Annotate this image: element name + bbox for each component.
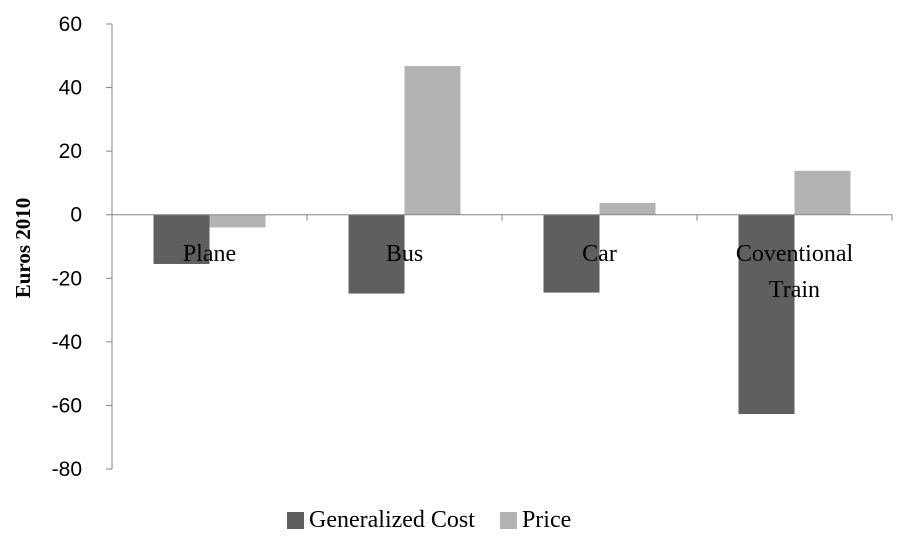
bar-generalized-cost-coventional-train (738, 214, 795, 415)
y-tick-label: 0 (70, 204, 82, 227)
x-tick-label: Car (582, 241, 617, 267)
y-tick-label: -80 (52, 458, 82, 481)
legend-swatch (287, 512, 304, 529)
y-tick-label: -40 (52, 331, 82, 354)
bar-price-car (599, 202, 656, 215)
legend: Generalized Cost Price (287, 507, 571, 533)
y-tick-label: -60 (52, 394, 82, 417)
bar-price-plane (209, 214, 266, 228)
y-tick-label: 40 (59, 77, 82, 100)
x-tick-label: Coventional Train (736, 241, 854, 303)
y-tick-label: -20 (52, 267, 82, 290)
x-tick-label: Plane (183, 241, 236, 267)
axis-layer: 60 40 20 0 -20 -40 -60 -80 (52, 13, 893, 481)
bars-layer (153, 65, 851, 415)
y-tick-label: 60 (59, 13, 82, 36)
bar-generalized-cost-car (543, 214, 600, 293)
y-tick-label: 20 (59, 140, 82, 163)
legend-label: Price (522, 507, 571, 533)
legend-swatch (499, 512, 517, 529)
y-axis-title: Euros 2010 (11, 198, 35, 299)
legend-label: Generalized Cost (309, 507, 475, 533)
bar-generalized-cost-plane (153, 214, 210, 264)
bar-price-bus (404, 65, 461, 215)
bar-price-coventional-train (794, 170, 851, 215)
bar-generalized-cost-bus (348, 214, 405, 294)
x-tick-label: Bus (386, 241, 423, 267)
labels-layer: Plane Bus Car Coventional Train (183, 241, 854, 303)
